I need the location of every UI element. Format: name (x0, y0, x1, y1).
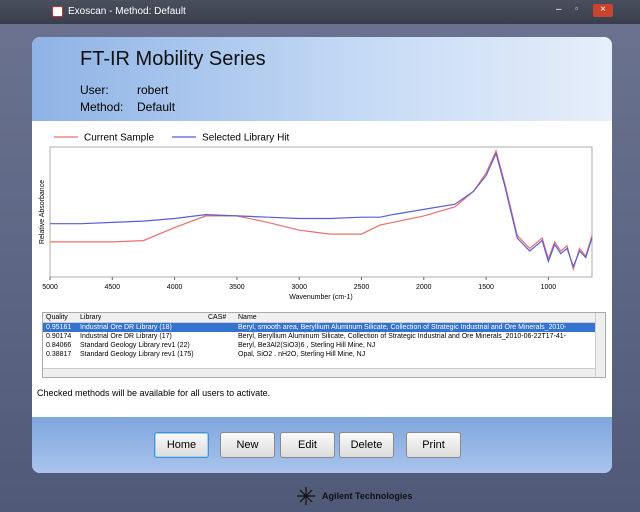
h-scrollbar (43, 368, 595, 377)
button[interactable]: Home (154, 432, 209, 458)
table-cell: 0.95161 (46, 324, 72, 331)
table-header: Quality Library CAS# Name (43, 313, 595, 323)
user-label: User: (80, 83, 109, 97)
x-axis-label: Wavenumber (cm-1) (289, 294, 353, 301)
method-label: Method: (80, 100, 124, 114)
column-header: Quality (46, 314, 68, 321)
column-header: Library (80, 314, 102, 321)
plot-area (49, 146, 593, 278)
brand-name: Agilent Technologies (322, 491, 413, 501)
column-header: Name (238, 314, 257, 321)
button[interactable]: Edit (280, 432, 335, 458)
status-text: Checked methods will be available for al… (37, 388, 271, 398)
table-cell: 0.84066 (46, 342, 72, 349)
x-tick-label: 2000 (416, 284, 432, 291)
table-cell: Standard Geology Library rev1 (175) (80, 351, 194, 358)
table-cell: Industrial Ore DR Library (18) (80, 324, 172, 331)
button[interactable]: Print (406, 432, 461, 458)
y-axis-label: Relative Absorbance (39, 180, 46, 244)
app-icon (52, 6, 63, 17)
scrollbar (595, 313, 605, 377)
table-cell: 0.90174 (46, 333, 72, 340)
table-row[interactable]: 0.38817 Standard Geology Library rev1 (17… (43, 350, 595, 359)
x-tick-label: 4500 (105, 284, 121, 291)
method-value: Default (137, 100, 176, 114)
table-row[interactable]: 0.84066 Standard Geology Library rev1 (22… (43, 341, 595, 350)
main-panel: FT-IR Mobility Series User: robert Metho… (32, 37, 612, 473)
legend-label: Selected Library Hit (202, 133, 289, 144)
user-value: robert (137, 83, 169, 97)
table-cell: Beryl, Beryllium Aluminum Silicate, Coll… (238, 333, 566, 340)
button[interactable]: Delete (339, 432, 394, 458)
x-tick-label: 1500 (478, 284, 494, 291)
legend-label: Current Sample (84, 133, 154, 144)
x-tick-label: 5000 (42, 284, 58, 291)
x-tick-label: 2500 (354, 284, 370, 291)
close-button[interactable]: × (593, 4, 613, 17)
table-row[interactable]: 0.95161 Industrial Ore DR Library (18) Ber… (43, 323, 595, 332)
x-tick-label: 3000 (291, 284, 307, 291)
table-cell: Opal, SiO2 . nH2O, Sterling Hill Mine, N… (238, 351, 366, 358)
maximize-button[interactable]: ▫ (575, 4, 578, 13)
table-row[interactable]: 0.90174 Industrial Ore DR Library (17) Ber… (43, 332, 595, 341)
window-title: Exoscan - Method: Default (68, 6, 186, 17)
button[interactable]: New (220, 432, 275, 458)
spectrum-line (50, 151, 593, 269)
x-tick-label: 1000 (541, 284, 557, 291)
table-cell: Beryl, Be3Al2(SiO3)6 , Sterling Hill Min… (238, 342, 376, 349)
table-cell: Industrial Ore DR Library (17) (80, 333, 172, 340)
table-cell: 0.38817 (46, 351, 72, 358)
header: FT-IR Mobility Series User: robert Metho… (32, 37, 612, 121)
x-tick-label: 3500 (229, 284, 245, 291)
spectrum-chart: Current Sample Selected Library Hit 5000 45… (39, 133, 593, 301)
button-bar: Home New Edit Delete Print (32, 417, 612, 473)
header-title: FT-IR Mobility Series (80, 48, 266, 70)
brand-logo (297, 487, 315, 505)
spectrum-line (50, 149, 593, 272)
results-table: Quality Library CAS# Name 0.95161 Industrial … (42, 312, 606, 378)
title-bar: Exoscan - Method: Default – ▫ × (0, 0, 640, 24)
table-cell: Standard Geology Library rev1 (22) (80, 342, 190, 349)
minimize-button[interactable]: – (556, 4, 562, 15)
column-header: CAS# (208, 314, 227, 321)
table-cell: Beryl, smooth area, Beryllium Aluminum S… (238, 324, 567, 331)
x-tick-label: 4000 (167, 284, 183, 291)
